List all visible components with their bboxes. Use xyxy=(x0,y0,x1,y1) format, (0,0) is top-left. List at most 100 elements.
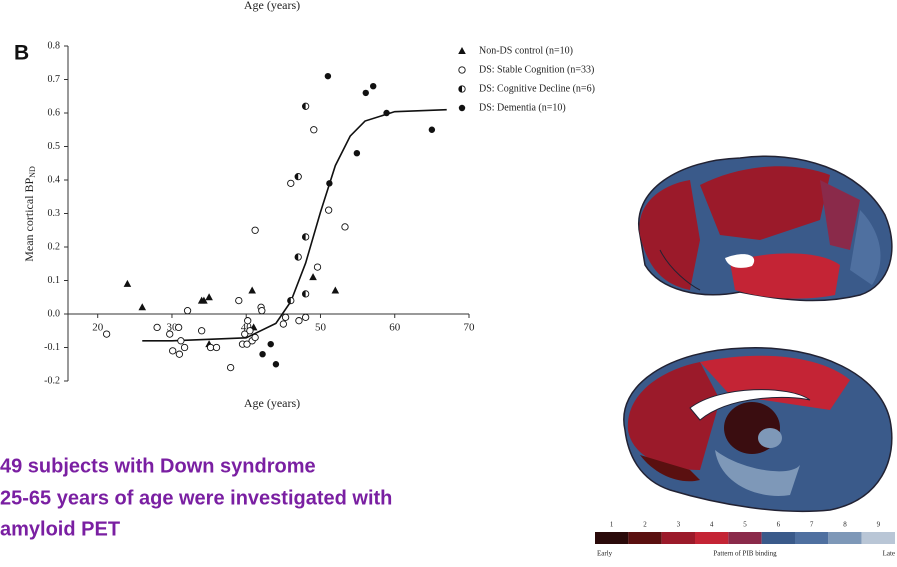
y-axis-label: Mean cortical BPND xyxy=(22,166,37,262)
point xyxy=(248,287,256,294)
legend-marker xyxy=(459,67,465,73)
y-tick-label: 0.4 xyxy=(48,174,61,185)
point xyxy=(178,338,184,344)
point xyxy=(213,344,219,350)
y-tick-label: -0.1 xyxy=(44,342,60,353)
brain-lateral xyxy=(639,156,892,300)
scale-swatch xyxy=(628,532,661,544)
scale-tick-label: 5 xyxy=(743,521,747,529)
clipped-axis-label: Age (years) xyxy=(244,0,300,12)
point xyxy=(332,287,340,294)
y-tick-label: 0.8 xyxy=(48,40,61,51)
panel-label: B xyxy=(14,42,29,65)
point xyxy=(325,73,331,79)
scale-tick-label: 2 xyxy=(643,521,647,529)
point xyxy=(280,321,286,327)
point xyxy=(268,341,274,347)
point xyxy=(259,307,265,313)
scale-tick-label: 1 xyxy=(610,521,614,529)
legend-marker xyxy=(459,105,465,111)
point xyxy=(259,351,265,357)
scale-swatch xyxy=(828,532,861,544)
point xyxy=(236,297,242,303)
x-tick-label: 60 xyxy=(389,322,401,334)
point xyxy=(295,254,301,260)
point xyxy=(370,83,376,89)
legend-marker xyxy=(459,86,465,92)
point xyxy=(325,207,331,213)
point xyxy=(326,180,332,186)
x-tick-label: 20 xyxy=(92,322,104,334)
caption-line: amyloid PET xyxy=(0,518,120,540)
caption-line: 49 subjects with Down syndrome xyxy=(0,455,316,477)
caption-line: 25-65 years of age were investigated wit… xyxy=(0,487,392,509)
y-axis-label-main: Mean cortical BP xyxy=(22,177,36,261)
scale-swatch xyxy=(595,532,628,544)
point xyxy=(273,361,279,367)
scale-tick-label: 7 xyxy=(810,521,814,529)
point xyxy=(302,103,308,109)
point xyxy=(227,364,233,370)
point xyxy=(176,351,182,357)
point xyxy=(170,348,176,354)
point xyxy=(302,314,308,320)
point xyxy=(175,324,181,330)
scale-tick-label: 9 xyxy=(877,521,881,529)
point xyxy=(288,180,294,186)
y-tick-label: 0.1 xyxy=(48,275,61,286)
y-tick-label: -0.2 xyxy=(44,375,60,386)
scale-swatch xyxy=(762,532,795,544)
x-axis-label: Age (years) xyxy=(244,396,300,410)
point xyxy=(383,110,389,116)
point xyxy=(363,90,369,96)
scale-swatch xyxy=(862,532,895,544)
scale-right-label: Late xyxy=(883,550,895,558)
brain-medial xyxy=(624,348,892,512)
x-tick-label: 70 xyxy=(464,322,476,334)
legend-label: DS: Dementia (n=10) xyxy=(479,102,566,113)
scale-swatch xyxy=(795,532,828,544)
y-axis-label-sub: ND xyxy=(28,166,37,178)
legend-marker xyxy=(458,47,466,54)
y-tick-label: 0.0 xyxy=(48,308,61,319)
scale-tick-label: 4 xyxy=(710,521,714,529)
point xyxy=(207,344,213,350)
color-scale: 1 2 3 4 5 6 7 8 9 xyxy=(595,521,895,544)
point xyxy=(138,303,146,310)
slide: Age (years) B Age (years) Mean cortical … xyxy=(0,0,897,562)
point xyxy=(167,331,173,337)
point xyxy=(314,264,320,270)
scale-center-label: Pattern of PIB binding xyxy=(713,550,777,558)
y-tick-label: 0.2 xyxy=(48,241,61,252)
fit-curve xyxy=(142,110,446,341)
point xyxy=(247,328,253,334)
point xyxy=(302,234,308,240)
point xyxy=(124,280,132,287)
scale-tick-label: 6 xyxy=(777,521,781,529)
scale-tick-label: 8 xyxy=(843,521,847,529)
y-tick-label: 0.5 xyxy=(48,141,61,152)
point xyxy=(103,331,109,337)
y-tick-label: 0.3 xyxy=(48,208,61,219)
point xyxy=(181,344,187,350)
scale-tick-label: 3 xyxy=(677,521,681,529)
legend-label: DS: Cognitive Decline (n=6) xyxy=(479,83,595,94)
point xyxy=(429,127,435,133)
point xyxy=(245,318,251,324)
y-tick-label: 0.7 xyxy=(48,74,61,85)
point xyxy=(295,173,301,179)
point xyxy=(205,293,213,300)
scale-swatch xyxy=(728,532,761,544)
point xyxy=(288,297,294,303)
point xyxy=(252,334,258,340)
x-tick-label: 50 xyxy=(315,322,327,334)
point xyxy=(309,273,317,280)
legend-label: DS: Stable Cognition (n=33) xyxy=(479,64,594,75)
point xyxy=(184,307,190,313)
point xyxy=(296,318,302,324)
point xyxy=(198,328,204,334)
scale-swatch xyxy=(695,532,728,544)
point xyxy=(342,224,348,230)
legend-label: Non-DS control (n=10) xyxy=(479,45,573,56)
point xyxy=(311,127,317,133)
